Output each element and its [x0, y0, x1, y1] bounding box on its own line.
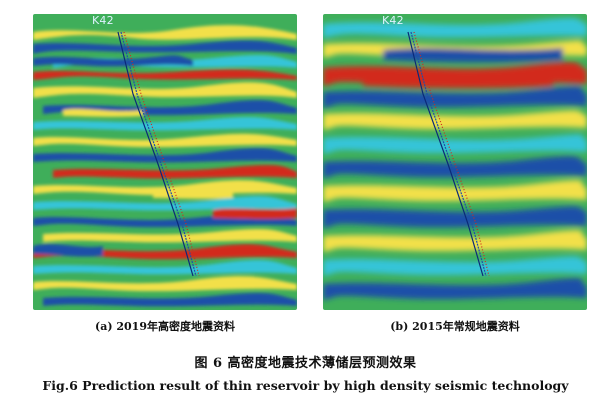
- figure-title-english: Fig.6 Prediction result of thin reservoi…: [42, 378, 569, 393]
- well-label-a: K42: [92, 14, 114, 27]
- seismic-panel-b: K42: [323, 14, 587, 310]
- well-trajectories-b: [407, 31, 490, 277]
- well-label-b: K42: [382, 14, 404, 27]
- seismic-section-a: [33, 14, 297, 310]
- panel-a-caption: (a) 2019年高密度地震资料: [95, 320, 235, 333]
- seismic-panel-a: K42: [33, 14, 297, 310]
- well-trajectories-a: [117, 31, 200, 277]
- panel-b-caption: (b) 2015年常规地震资料: [390, 320, 520, 333]
- figure-title-chinese: 图 6 高密度地震技术薄储层预测效果: [194, 356, 417, 371]
- seismic-section-b: [323, 14, 587, 310]
